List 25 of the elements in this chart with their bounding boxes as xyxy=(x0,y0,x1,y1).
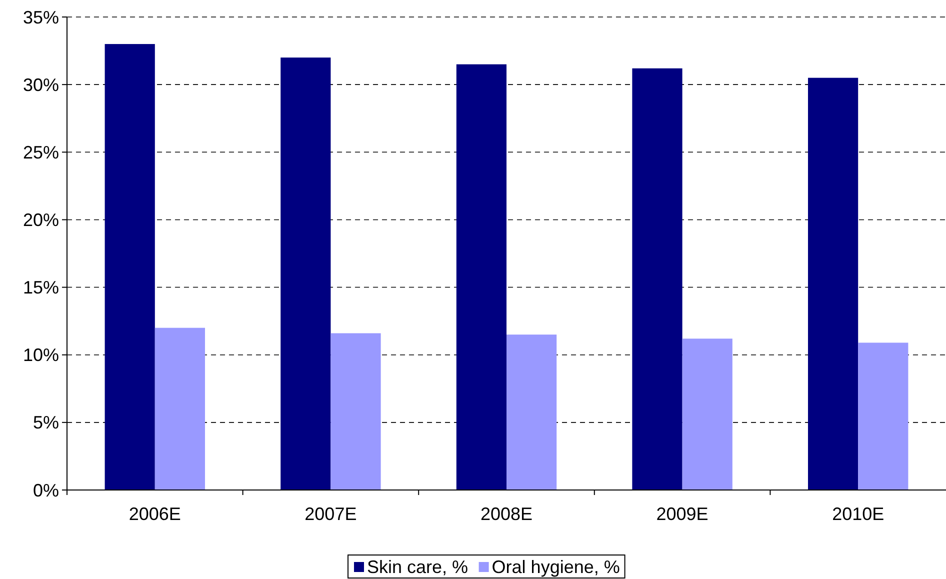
y-tick-label: 5% xyxy=(32,412,59,433)
legend-label: Oral hygiene, % xyxy=(492,557,620,577)
x-tick-label: 2007E xyxy=(304,504,357,524)
bar xyxy=(632,68,682,490)
y-tick-label: 15% xyxy=(22,278,59,298)
y-tick-label: 0% xyxy=(32,480,59,500)
x-tick-label: 2006E xyxy=(128,504,181,524)
bar xyxy=(456,64,506,490)
bar xyxy=(858,342,908,490)
y-tick-label: 35% xyxy=(22,7,59,28)
y-tick-label: 10% xyxy=(22,345,59,366)
x-tick-label: 2008E xyxy=(480,504,533,524)
y-tick-label: 25% xyxy=(22,142,59,162)
bar xyxy=(330,333,381,490)
bar xyxy=(280,58,331,490)
bar xyxy=(506,334,557,490)
legend-label: Skin care, % xyxy=(367,557,468,577)
bar xyxy=(154,328,206,490)
y-tick-label: 20% xyxy=(22,210,59,230)
x-tick-label: 2010E xyxy=(832,504,884,524)
bar xyxy=(682,338,732,490)
y-tick-label: 30% xyxy=(22,74,59,95)
x-tick-label: 2009E xyxy=(656,504,708,524)
bar xyxy=(104,44,155,490)
bar xyxy=(808,78,858,490)
